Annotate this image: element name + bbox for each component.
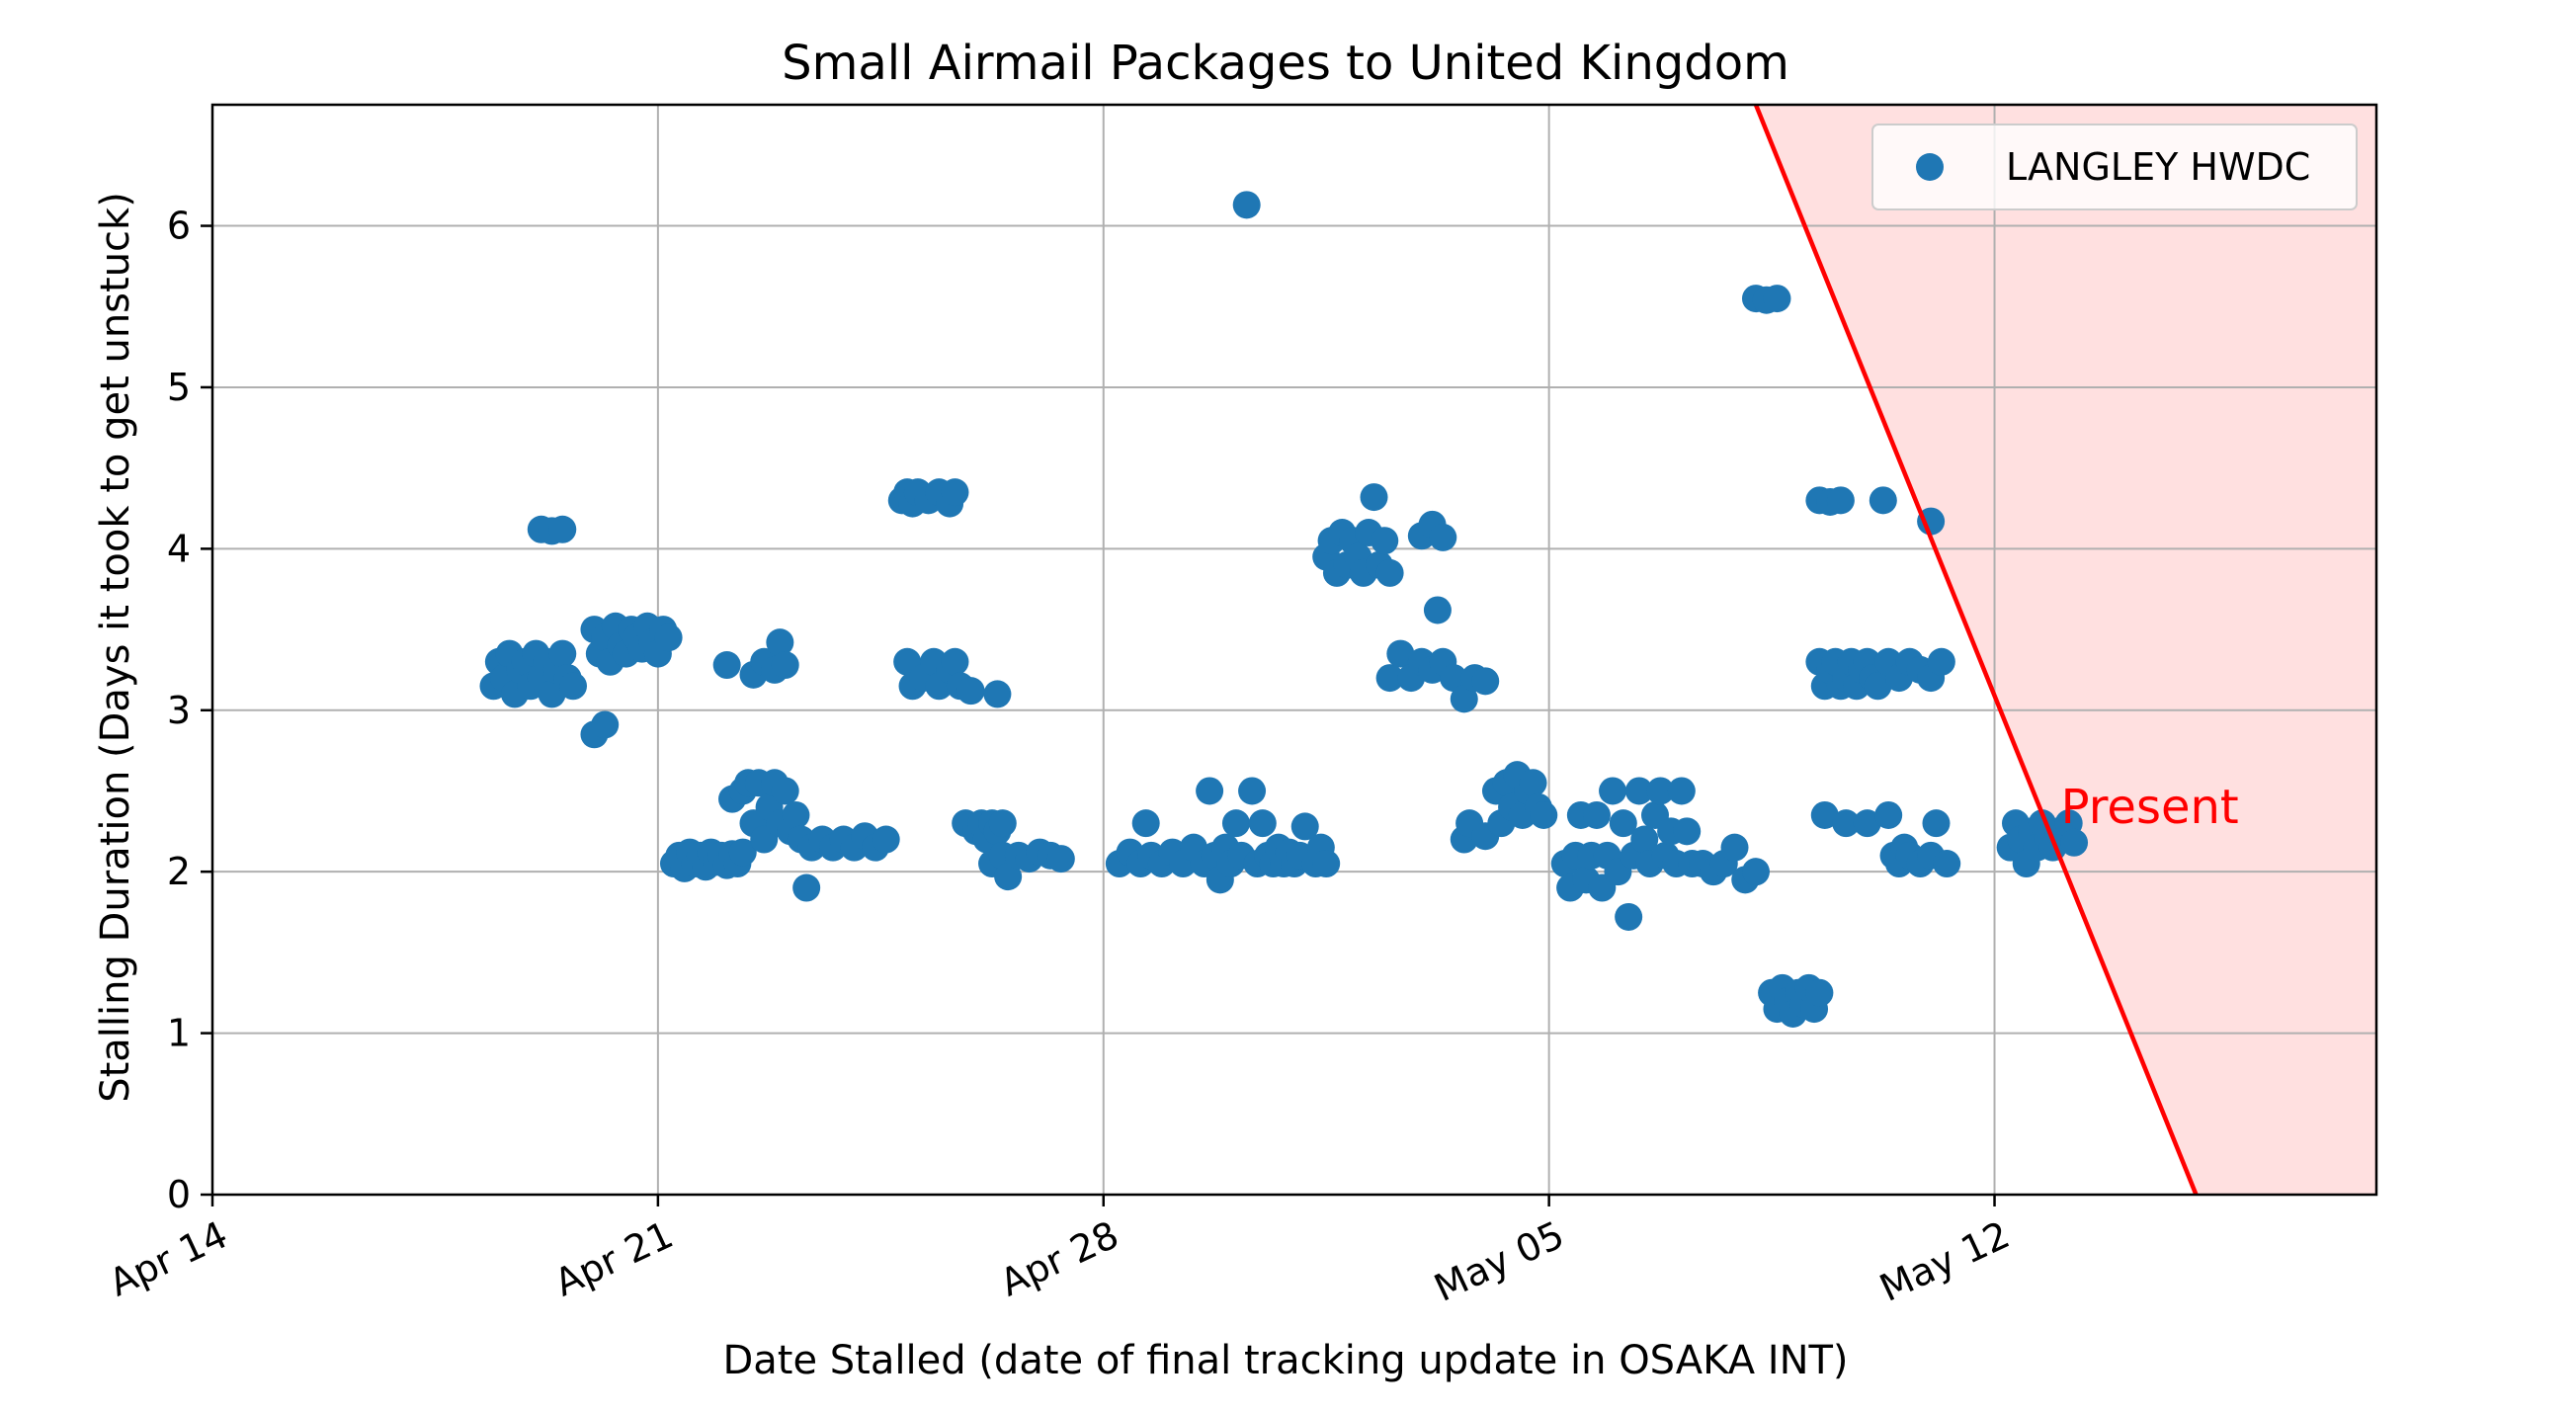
data-point	[1423, 596, 1452, 624]
data-point	[1386, 639, 1415, 668]
data-point	[1624, 777, 1653, 805]
data-point	[1927, 647, 1955, 676]
data-point	[1440, 664, 1468, 693]
data-point	[782, 800, 810, 829]
data-point	[1869, 486, 1897, 515]
data-point	[1429, 523, 1457, 551]
data-point	[1196, 777, 1224, 805]
data-point	[1864, 672, 1892, 701]
data-point	[1615, 902, 1643, 931]
data-point	[1046, 845, 1075, 873]
data-point	[1805, 978, 1834, 1007]
data-point	[941, 647, 969, 676]
y-tick-label: 3	[167, 689, 191, 732]
data-point	[712, 651, 741, 680]
data-point	[1922, 809, 1951, 838]
present-annotation: Present	[2061, 780, 2239, 835]
data-point	[1917, 507, 1946, 536]
data-point	[1826, 486, 1855, 515]
data-point	[941, 478, 969, 507]
data-point	[1763, 285, 1791, 313]
axes-frame	[210, 103, 2378, 1197]
y-tick-label: 5	[167, 366, 191, 409]
data-point	[1673, 817, 1702, 846]
data-point	[1290, 812, 1319, 841]
data-point	[1630, 825, 1659, 854]
y-tick-label: 2	[167, 850, 191, 893]
x-axis-label: Date Stalled (date of final tracking upd…	[722, 1338, 1848, 1383]
data-point	[994, 863, 1023, 891]
data-point	[591, 710, 620, 739]
data-point	[983, 680, 1012, 708]
data-point	[2060, 828, 2089, 857]
data-point	[1312, 850, 1341, 878]
data-point	[766, 628, 794, 657]
data-point	[1832, 809, 1861, 838]
data-point	[1232, 191, 1261, 219]
data-point	[771, 651, 799, 680]
y-axis-label-group: Stalling Duration (Days it took to get u…	[93, 192, 138, 1103]
data-point	[1360, 483, 1388, 512]
data-point	[1530, 800, 1558, 829]
data-point	[1371, 527, 1399, 555]
legend-box	[1871, 124, 2358, 210]
y-tick-label: 1	[167, 1012, 191, 1055]
data-point	[1221, 809, 1250, 838]
data-point	[1238, 777, 1267, 805]
data-point	[1519, 769, 1547, 797]
data-point	[1375, 558, 1404, 587]
data-point	[1131, 809, 1160, 838]
data-point	[1720, 833, 1749, 862]
data-point	[988, 809, 1017, 838]
legend-marker	[1916, 153, 1944, 181]
data-point	[1599, 777, 1627, 805]
data-point	[548, 515, 577, 543]
legend-label: LANGLEY HWDC	[2006, 145, 2310, 189]
data-point	[1609, 809, 1637, 838]
data-point	[1667, 777, 1696, 805]
data-point	[1471, 667, 1500, 696]
data-point	[1450, 685, 1478, 713]
data-point	[559, 672, 587, 701]
future-shaded-region	[1755, 105, 2376, 1195]
data-point	[1853, 809, 1881, 838]
data-point	[728, 838, 757, 867]
data-point	[654, 623, 683, 652]
chart-title: Small Airmail Packages to United Kingdom	[782, 36, 1789, 91]
data-point	[1933, 850, 1961, 878]
data-point	[1248, 809, 1277, 838]
data-point	[548, 639, 577, 668]
data-point	[1375, 664, 1404, 693]
y-axis-label: Stalling Duration (Days it took to get u…	[93, 192, 138, 1103]
data-point	[1741, 858, 1770, 886]
data-point	[771, 777, 799, 805]
data-point	[1582, 800, 1611, 829]
data-point	[1874, 800, 1903, 829]
y-tick-label: 0	[167, 1173, 191, 1216]
y-tick-label: 4	[167, 527, 191, 570]
data-point	[1810, 800, 1839, 829]
data-point	[792, 873, 821, 902]
data-point	[1646, 777, 1675, 805]
data-point	[956, 677, 985, 706]
y-tick-label: 6	[167, 205, 191, 248]
present-line	[1753, 104, 2199, 1196]
data-point	[872, 825, 900, 854]
